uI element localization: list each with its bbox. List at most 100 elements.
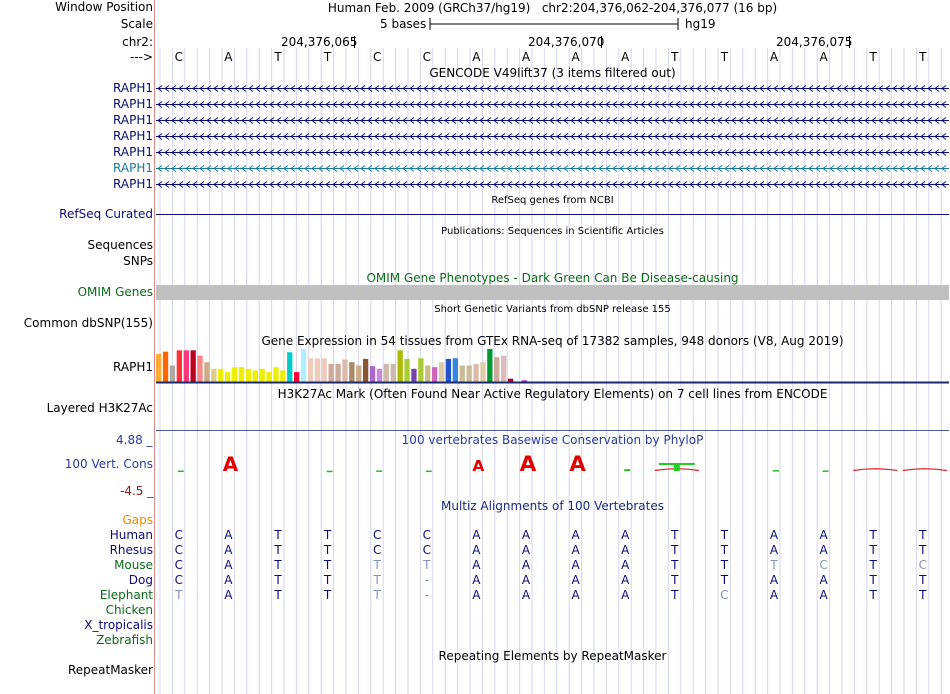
strand-arrow [367,101,373,108]
strand-arrow [213,85,219,92]
refseq-gene-line[interactable] [156,214,949,215]
gencode-transcript-line[interactable] [156,132,949,141]
strand-arrow [514,117,520,124]
strand-arrow [388,101,394,108]
strand-arrow [535,101,541,108]
aligned-base: - [424,588,429,602]
strand-arrow [759,149,765,156]
strand-arrow [906,101,912,108]
strand-arrow [675,149,681,156]
strand-arrow [899,133,905,140]
strand-arrow [703,101,709,108]
h3k27ac-title: H3K27Ac Mark (Often Found Near Active Re… [277,387,828,401]
strand-arrow [402,165,408,172]
strand-arrow [773,117,779,124]
strand-arrow [766,181,772,188]
aligned-base: C [174,558,183,572]
gencode-transcript-label[interactable]: RAPH1 [113,113,153,127]
gencode-transcript-line[interactable] [156,164,949,173]
gencode-transcript-line[interactable] [156,100,949,109]
strand-arrow [528,133,534,140]
strand-arrow [486,133,492,140]
species-label[interactable]: Mouse [114,558,153,572]
aligned-base: T [671,573,679,587]
species-label[interactable]: Human [109,528,153,542]
strand-arrow [892,133,898,140]
gencode-transcript-line[interactable] [156,148,949,157]
gencode-transcript-label[interactable]: RAPH1 [113,161,153,175]
h3k27ac-track-label[interactable]: Layered H3K27Ac [46,401,153,415]
strand-arrow [171,165,177,172]
strand-arrow [220,133,226,140]
snps-track-label[interactable]: SNPs [123,254,153,268]
omim-track-label[interactable]: OMIM Genes [77,285,153,299]
base-letter: A [571,50,580,64]
strand-arrow [745,165,751,172]
strand-arrow [227,149,233,156]
strand-arrow [892,101,898,108]
gencode-transcript-label[interactable]: RAPH1 [113,145,153,159]
strand-arrow [899,85,905,92]
strand-arrow [619,165,625,172]
strand-arrow [402,133,408,140]
phylop-track-label[interactable]: 100 Vert. Cons [64,457,153,471]
strand-arrow [675,165,681,172]
species-label[interactable]: Zebrafish [96,633,153,647]
strand-arrow [458,117,464,124]
gaps-track-label[interactable]: Gaps [122,513,153,527]
strand-arrow [661,117,667,124]
strand-arrow [220,117,226,124]
strand-arrow [906,181,912,188]
refseq-track-label[interactable]: RefSeq Curated [59,207,153,221]
strand-arrow [759,117,765,124]
strand-arrow [395,133,401,140]
strand-arrow [227,85,233,92]
aligned-base: A [224,558,233,572]
species-label[interactable]: Dog [128,573,153,587]
strand-arrow [374,117,380,124]
strand-arrow [934,165,940,172]
repeatmasker-track-label[interactable]: RepeatMasker [67,663,153,677]
strand-arrow [290,165,296,172]
gencode-transcript-label[interactable]: RAPH1 [113,97,153,111]
gencode-transcript-line[interactable] [156,180,949,189]
dbsnp-track-label[interactable]: Common dbSNP(155) [23,316,153,330]
tick-mark [849,36,850,48]
strand-arrow [409,117,415,124]
species-label[interactable]: Chicken [105,603,153,617]
gencode-transcript-label[interactable]: RAPH1 [113,81,153,95]
strand-arrow [927,101,933,108]
aligned-base: A [769,528,779,542]
strand-arrow [185,85,191,92]
strand-arrow [318,181,324,188]
strand-arrow [654,85,660,92]
species-label[interactable]: Rhesus [109,543,153,557]
gencode-transcript-line[interactable] [156,116,949,125]
strand-arrow [199,133,205,140]
strand-arrow [717,85,723,92]
sequences-track-label[interactable]: Sequences [87,238,153,252]
strand-arrow [227,101,233,108]
species-label[interactable]: Elephant [99,588,153,602]
gencode-transcript-label[interactable]: RAPH1 [113,129,153,143]
strand-arrow [514,85,520,92]
strand-arrow [521,165,527,172]
strand-arrow [395,165,401,172]
strand-arrow [843,133,849,140]
strand-arrow [374,133,380,140]
species-label[interactable]: X_tropicalis [84,618,153,632]
strand-arrow [290,133,296,140]
omim-gene-bar[interactable] [156,285,949,300]
strand-arrow [857,149,863,156]
strand-arrow [556,181,562,188]
gtex-track-label[interactable]: RAPH1 [113,360,153,374]
h3k27ac-baseline [156,430,949,431]
gencode-transcript-line[interactable] [156,84,949,93]
strand-arrow [528,117,534,124]
strand-arrow [206,133,212,140]
strand-arrow [591,117,597,124]
strand-arrow [325,117,331,124]
gencode-transcript-label[interactable]: RAPH1 [113,177,153,191]
strand-arrow [815,165,821,172]
